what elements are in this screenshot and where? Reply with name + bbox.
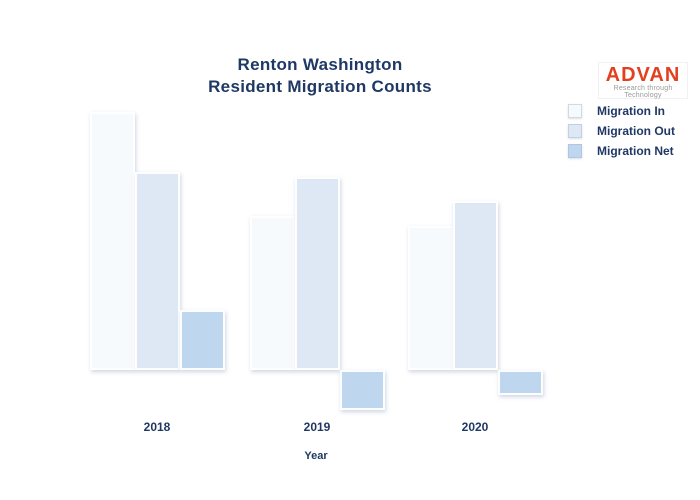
legend-label-3: Migration Net [597,144,674,158]
chart-title: Renton Washington Resident Migration Cou… [110,54,530,98]
bar-migration-net-2018 [179,310,225,370]
advan-logo-text: ADVAN [605,64,681,86]
bar-migration-in-2020 [407,226,453,370]
advan-logo: ADVAN Research through Technology [598,62,688,99]
bar-migration-in-2018 [89,112,135,370]
legend-swatch-2 [568,124,582,138]
legend-item-migration-net: Migration Net [568,141,675,161]
advan-logo-tagline: Research through Technology [613,85,673,99]
legend-item-migration-out: Migration Out [568,121,675,141]
bar-migration-out-2019 [294,176,340,370]
bar-migration-out-2020 [452,201,498,370]
legend-item-migration-in: Migration In [568,101,675,121]
legend-swatch-1 [568,104,582,118]
bar-migration-in-2019 [249,216,295,370]
x-tick-2020: 2020 [461,420,489,434]
x-tick-2019: 2019 [303,420,331,434]
legend-label-2: Migration Out [597,124,675,138]
legend-swatch-3 [568,144,582,158]
bar-migration-out-2018 [134,171,180,370]
bar-migration-net-2020 [497,370,543,395]
x-axis-label: Year [304,450,328,462]
chart-title-line2: Resident Migration Counts [208,77,432,96]
legend-label-1: Migration In [597,104,665,118]
x-tick-2018: 2018 [143,420,171,434]
bar-migration-net-2019 [339,370,385,410]
chart-legend: Migration In Migration Out Migration Net [568,101,675,161]
chart-title-line1: Renton Washington [237,55,403,74]
